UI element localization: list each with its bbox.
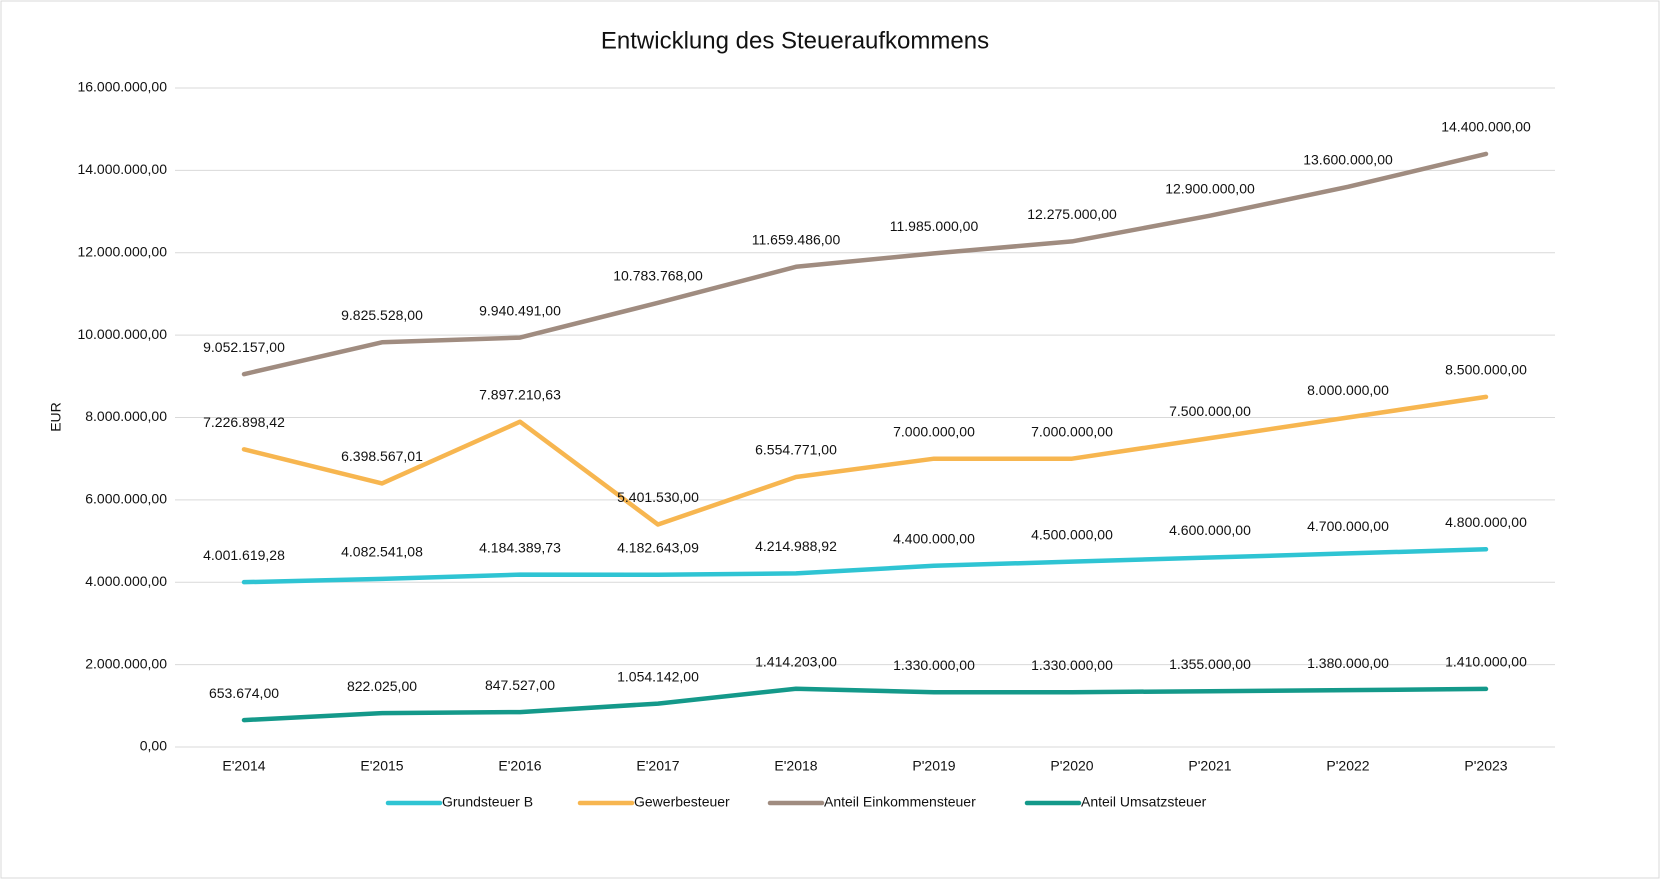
data-label: 4.182.643,09 — [617, 539, 699, 555]
data-label: 12.275.000,00 — [1027, 206, 1117, 222]
y-tick-label: 14.000.000,00 — [77, 161, 167, 177]
data-label: 9.940.491,00 — [479, 302, 561, 318]
y-tick-label: 6.000.000,00 — [85, 491, 167, 507]
data-label: 4.214.988,92 — [755, 538, 837, 554]
data-label: 1.330.000,00 — [893, 657, 975, 673]
legend-label: Anteil Umsatzsteuer — [1081, 794, 1207, 810]
data-label: 4.800.000,00 — [1445, 514, 1527, 530]
data-label: 4.082.541,08 — [341, 544, 423, 560]
chart-title: Entwicklung des Steueraufkommens — [601, 27, 989, 54]
y-tick-label: 16.000.000,00 — [77, 79, 167, 95]
x-tick-label: P'2021 — [1188, 758, 1231, 774]
y-tick-label: 4.000.000,00 — [85, 573, 167, 589]
data-label: 7.000.000,00 — [1031, 423, 1113, 439]
data-label: 12.900.000,00 — [1165, 180, 1255, 196]
series-line — [241, 394, 1489, 527]
data-label: 822.025,00 — [347, 678, 417, 694]
data-label: 6.554.771,00 — [755, 442, 837, 458]
data-label: 10.783.768,00 — [613, 268, 703, 284]
y-tick-label: 2.000.000,00 — [85, 655, 167, 671]
y-tick-label: 0,00 — [140, 738, 167, 754]
x-tick-label: P'2023 — [1464, 758, 1507, 774]
data-label: 7.897.210,63 — [479, 386, 561, 402]
x-tick-label: E'2018 — [774, 758, 817, 774]
data-label: 9.052.157,00 — [203, 339, 285, 355]
data-label: 653.674,00 — [209, 685, 279, 701]
y-tick-label: 8.000.000,00 — [85, 408, 167, 424]
series-line — [241, 547, 1489, 585]
series-line — [241, 151, 1489, 377]
data-label: 9.825.528,00 — [341, 307, 423, 323]
x-tick-label: E'2017 — [636, 758, 679, 774]
data-label: 1.330.000,00 — [1031, 657, 1113, 673]
x-tick-label: P'2020 — [1050, 758, 1093, 774]
series-line — [241, 686, 1489, 723]
data-label: 14.400.000,00 — [1441, 119, 1531, 135]
x-tick-label: E'2015 — [360, 758, 403, 774]
data-label: 1.054.142,00 — [617, 668, 699, 684]
x-tick-label: P'2022 — [1326, 758, 1369, 774]
data-label: 4.400.000,00 — [893, 530, 975, 546]
data-label: 11.659.486,00 — [752, 231, 841, 247]
data-label: 4.700.000,00 — [1307, 518, 1389, 534]
legend-label: Gewerbesteuer — [634, 794, 730, 810]
data-label: 4.001.619,28 — [203, 547, 285, 563]
data-label: 13.600.000,00 — [1303, 152, 1393, 168]
data-label: 5.401.530,00 — [617, 489, 699, 505]
data-label: 1.380.000,00 — [1307, 655, 1389, 671]
data-label: 4.184.389,73 — [479, 539, 561, 555]
y-tick-label: 10.000.000,00 — [77, 326, 167, 342]
y-tick-label: 12.000.000,00 — [77, 243, 167, 259]
data-label: 7.226.898,42 — [203, 414, 285, 430]
x-tick-label: E'2014 — [222, 758, 265, 774]
x-tick-label: P'2019 — [912, 758, 955, 774]
legend-label: Grundsteuer B — [442, 794, 533, 810]
data-label: 8.000.000,00 — [1307, 382, 1389, 398]
data-label: 6.398.567,01 — [341, 448, 423, 464]
data-label: 8.500.000,00 — [1445, 362, 1527, 378]
data-label: 7.000.000,00 — [893, 423, 975, 439]
data-label: 1.355.000,00 — [1169, 656, 1251, 672]
data-label: 7.500.000,00 — [1169, 403, 1251, 419]
data-label: 4.600.000,00 — [1169, 522, 1251, 538]
x-tick-label: E'2016 — [498, 758, 541, 774]
data-label: 847.527,00 — [485, 677, 555, 693]
data-label: 4.500.000,00 — [1031, 526, 1113, 542]
data-label: 1.414.203,00 — [755, 653, 837, 669]
y-axis-label: EUR — [48, 402, 64, 432]
data-label: 1.410.000,00 — [1445, 654, 1527, 670]
data-label: 11.985.000,00 — [890, 218, 979, 234]
legend-label: Anteil Einkommensteuer — [824, 794, 976, 810]
